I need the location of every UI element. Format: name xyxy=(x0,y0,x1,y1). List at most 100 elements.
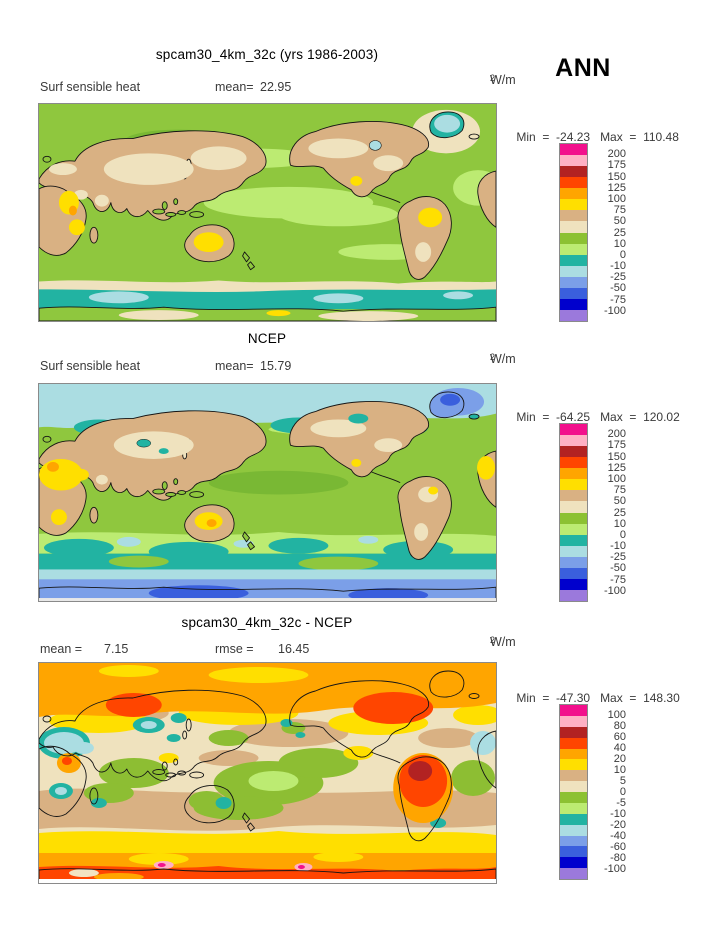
panel3-map-svg xyxy=(39,663,496,883)
colorbar-swatch xyxy=(560,479,587,491)
colorbar-swatch xyxy=(560,446,587,458)
colorbar-swatch xyxy=(560,781,587,792)
panel2-colorbar: 200 175 150 125 100 75 50 25 10 0 -10 -25 -50 -75 -100 xyxy=(559,423,626,602)
colorbar-swatch xyxy=(560,512,587,524)
colorbar-tick-label: -75 xyxy=(610,573,626,586)
colorbar-swatch-column xyxy=(559,143,588,322)
colorbar-swatch-column xyxy=(559,704,588,880)
colorbar-swatch xyxy=(560,589,587,601)
colorbar-tick-label: 80 xyxy=(613,720,626,732)
colorbar-tick-label: -50 xyxy=(610,562,626,575)
colorbar-tick-label: 75 xyxy=(613,204,626,217)
panel3-mean-value: 7.15 xyxy=(104,642,129,656)
colorbar-tick-label: 100 xyxy=(607,709,626,721)
colorbar-tick-label: -10 xyxy=(610,540,626,553)
colorbar-tick-label: 10 xyxy=(613,764,626,776)
colorbar-swatch xyxy=(560,188,587,200)
season-label: ANN xyxy=(555,54,611,82)
colorbar-tick-label: -20 xyxy=(610,819,626,831)
colorbar-tick-label: 10 xyxy=(613,517,626,530)
colorbar-swatch xyxy=(560,166,587,178)
colorbar-swatch xyxy=(560,802,587,814)
colorbar-tick-label: -100 xyxy=(603,863,626,875)
colorbar-tick-label: -10 xyxy=(610,260,626,273)
colorbar-swatch xyxy=(560,435,587,447)
colorbar-tick-label: 25 xyxy=(613,506,626,519)
panel3-colorbar: 100 80 60 40 20 10 5 0 -5 -10 -20 -40 -60 -80 -100 xyxy=(559,704,626,880)
colorbar-swatch xyxy=(560,726,587,738)
colorbar-tick-label: -25 xyxy=(610,271,626,284)
colorbar-swatch xyxy=(560,824,587,836)
panel1-units: W/m 2 xyxy=(489,73,516,87)
colorbar-swatch xyxy=(560,748,587,760)
colorbar-swatch xyxy=(560,265,587,277)
colorbar-tick-label: -75 xyxy=(610,293,626,306)
colorbar-swatch xyxy=(560,813,587,825)
colorbar-swatch xyxy=(560,490,587,502)
colorbar-swatch xyxy=(560,457,587,469)
colorbar-swatch xyxy=(560,501,587,513)
panel1-map xyxy=(38,103,497,322)
colorbar-swatch xyxy=(560,737,587,749)
colorbar-swatch xyxy=(560,578,587,590)
colorbar-tick-label: 40 xyxy=(613,742,626,754)
panel3-units: W/m 2 xyxy=(489,635,516,649)
colorbar-swatch xyxy=(560,468,587,480)
colorbar-swatch xyxy=(560,177,587,189)
panel3-rmse-label: rmse = xyxy=(215,642,254,656)
colorbar-tick-label: -60 xyxy=(610,841,626,853)
colorbar-swatch xyxy=(560,144,587,156)
colorbar-tick-label: 125 xyxy=(607,181,626,194)
panel2-minmax: Min = -64.25 Max = 120.02 xyxy=(516,410,680,424)
panel2-mean-value: 15.79 xyxy=(260,359,292,373)
colorbar-tick-label: 100 xyxy=(607,192,626,205)
colorbar-swatch xyxy=(560,715,587,727)
panel1-title: spcam30_4km_32c (yrs 1986-2003) xyxy=(155,47,379,62)
colorbar-swatch-column xyxy=(559,423,588,602)
panel2-map xyxy=(38,383,497,602)
panel3-rmse-value: 16.45 xyxy=(278,642,310,656)
colorbar-tick-label: 50 xyxy=(613,215,626,228)
colorbar-swatch xyxy=(560,792,587,803)
colorbar-swatch xyxy=(560,857,587,869)
colorbar-tick-label: 125 xyxy=(607,461,626,474)
colorbar-swatch xyxy=(560,210,587,222)
colorbar-tick-label: 60 xyxy=(613,731,626,743)
colorbar-tick-label: 150 xyxy=(607,450,626,463)
colorbar-tick-label: -25 xyxy=(610,551,626,564)
colorbar-swatch xyxy=(560,846,587,858)
colorbar-tick-label: 75 xyxy=(613,484,626,497)
colorbar-tick-label: 0 xyxy=(619,786,626,798)
colorbar-tick-label: 25 xyxy=(613,226,626,239)
panel1-colorbar: 200 175 150 125 100 75 50 25 10 0 -10 -25 -50 -75 -100 xyxy=(559,143,626,322)
colorbar-swatch xyxy=(560,705,587,716)
panel3-minmax: Min = -47.30 Max = 148.30 xyxy=(516,691,680,705)
panel2-title: NCEP xyxy=(247,331,287,346)
colorbar-swatch xyxy=(560,254,587,266)
colorbar-swatch xyxy=(560,221,587,233)
colorbar-tick-label: 175 xyxy=(607,439,626,452)
panel1-variable-label: Surf sensible heat xyxy=(40,80,141,94)
colorbar-swatch xyxy=(560,243,587,255)
colorbar-tick-label: -100 xyxy=(603,304,626,317)
panel1-minmax: Min = -24.23 Max = 110.48 xyxy=(516,130,679,144)
colorbar-tick-label: -5 xyxy=(616,797,626,809)
panel1-mean-label: mean= xyxy=(215,80,254,94)
panel1-map-svg xyxy=(39,104,496,321)
colorbar-swatch xyxy=(560,835,587,847)
panel3-label-row: mean = 7.15 rmse = 16.45 W/m 2 xyxy=(38,635,516,658)
colorbar-tick-label: 20 xyxy=(613,753,626,765)
colorbar-tick-label: 175 xyxy=(607,159,626,172)
colorbar-tick-label: -40 xyxy=(610,830,626,842)
colorbar-swatch xyxy=(560,309,587,321)
colorbar-tick-label: 10 xyxy=(613,237,626,250)
colorbar-swatch xyxy=(560,424,587,436)
colorbar-swatch xyxy=(560,155,587,167)
colorbar-tick-label: -50 xyxy=(610,282,626,295)
colorbar-swatch xyxy=(560,770,587,782)
colorbar-tick-label: 200 xyxy=(607,428,626,441)
colorbar-swatch xyxy=(560,199,587,211)
panel2-variable-label: Surf sensible heat xyxy=(40,359,141,373)
colorbar-tick-label: 0 xyxy=(619,248,626,261)
